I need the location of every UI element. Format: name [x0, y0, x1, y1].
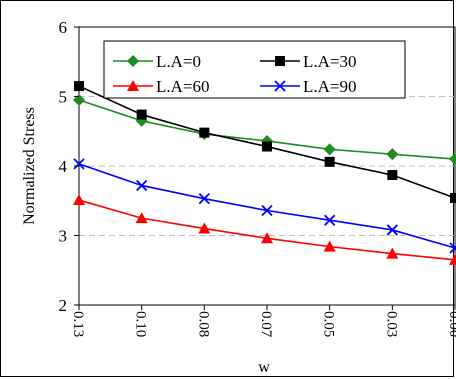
series-line-l-a-60	[78, 199, 456, 261]
x-tick-label: 0.13	[70, 311, 86, 337]
data-point-l-a-30	[450, 192, 456, 203]
legend-label: L.A=0	[156, 52, 201, 71]
legend-marker	[274, 80, 286, 92]
series-l-a-60	[73, 194, 456, 265]
x-tick-label: 0.10	[133, 311, 149, 337]
data-point-l-a-90	[324, 214, 336, 226]
x-tick-label: 0.07	[258, 311, 274, 338]
x-tick-label: 0.03	[383, 311, 399, 337]
data-point-l-a-30	[136, 109, 147, 120]
data-point-l-a-0	[323, 143, 336, 156]
y-tick-label: 2	[59, 296, 68, 315]
legend-item-l-a-30: L.A=30	[260, 52, 357, 71]
y-tick-label: 3	[59, 227, 68, 246]
data-point-l-a-90	[386, 224, 398, 236]
legend-label: L.A=60	[156, 77, 210, 96]
data-point-l-a-90	[261, 204, 273, 217]
data-point-l-a-90	[73, 158, 85, 170]
x-tick-label: 0.08	[195, 311, 211, 337]
legend-marker	[127, 80, 139, 91]
x-tick-label: 0.00	[446, 311, 456, 337]
legend-label: L.A=90	[303, 77, 357, 96]
data-point-l-a-60	[386, 247, 399, 259]
legend-marker	[275, 56, 285, 66]
series-layer	[73, 81, 456, 265]
x-tick-label: 0.05	[321, 311, 337, 337]
series-l-a-0	[73, 93, 456, 166]
data-point-l-a-30	[199, 127, 210, 138]
series-l-a-30	[74, 81, 456, 203]
data-point-l-a-60	[323, 240, 336, 252]
legend-item-l-a-0: L.A=0	[113, 52, 201, 71]
data-point-l-a-0	[386, 148, 399, 161]
data-point-l-a-30	[387, 170, 398, 181]
data-point-l-a-0	[449, 153, 456, 166]
data-point-l-a-60	[135, 212, 148, 224]
data-point-l-a-30	[324, 156, 335, 167]
legend-box	[103, 40, 406, 99]
data-point-l-a-60	[198, 222, 211, 234]
legend-item-l-a-60: L.A=60	[113, 77, 210, 96]
legend-marker	[127, 55, 139, 67]
x-axis-label: w	[258, 359, 270, 376]
series-l-a-90	[73, 158, 456, 254]
data-point-l-a-90	[136, 179, 148, 192]
data-point-l-a-90	[449, 242, 456, 254]
data-point-l-a-90	[198, 193, 210, 205]
data-point-l-a-0	[73, 93, 85, 106]
data-point-l-a-60	[73, 194, 85, 206]
legend: L.A=0 L.A=30 L.A=60 L.A=90	[103, 40, 406, 99]
axes-layer: 2 3 4 5 6 0.13 0.10 0.08 0.07 0.05 0.03 0.00	[59, 18, 456, 338]
data-point-l-a-60	[261, 232, 273, 244]
data-point-l-a-30	[74, 81, 84, 92]
legend-label: L.A=30	[303, 52, 357, 71]
y-axis-label: Normalized Stress	[21, 107, 38, 225]
grid-lines	[79, 96, 455, 236]
data-point-l-a-30	[262, 141, 272, 152]
data-point-l-a-60	[449, 253, 456, 265]
y-tick-label: 4	[59, 157, 68, 176]
legend-item-l-a-90: L.A=90	[260, 77, 357, 96]
y-tick-label: 6	[59, 18, 68, 37]
y-tick-label: 5	[59, 88, 68, 107]
